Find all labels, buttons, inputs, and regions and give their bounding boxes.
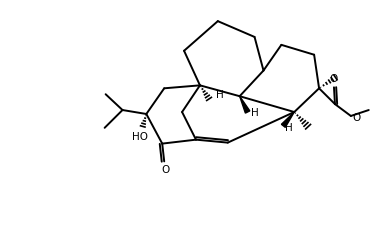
Text: H: H	[251, 108, 258, 118]
Text: H: H	[216, 90, 223, 100]
Text: O: O	[161, 165, 169, 175]
Polygon shape	[240, 96, 250, 113]
Text: HO: HO	[132, 132, 148, 142]
Polygon shape	[281, 112, 294, 127]
Text: O: O	[353, 113, 361, 123]
Text: H: H	[285, 123, 293, 133]
Text: O: O	[330, 74, 338, 84]
